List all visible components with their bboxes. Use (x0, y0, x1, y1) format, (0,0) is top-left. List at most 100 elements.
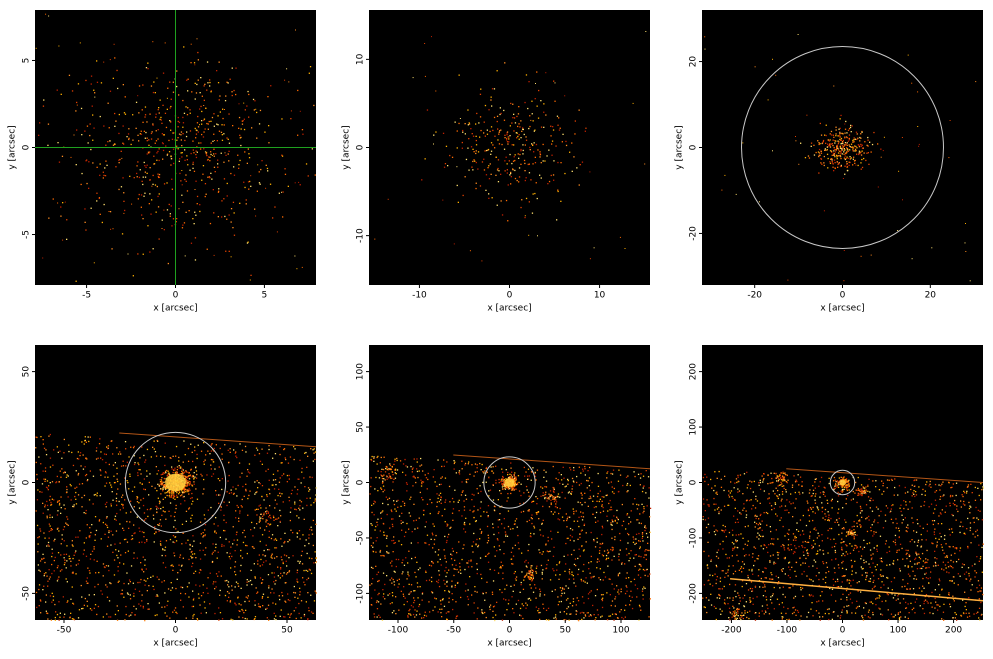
pixel (54, 556, 56, 559)
pixel (91, 609, 93, 611)
pixel (166, 475, 168, 477)
pixel (430, 576, 433, 579)
pixel (601, 496, 603, 498)
pixel (532, 144, 534, 146)
pixel (853, 150, 855, 152)
pixel (371, 455, 373, 458)
pixel (624, 592, 627, 595)
pixel (213, 113, 215, 115)
pixel (108, 569, 110, 572)
pixel (241, 472, 243, 474)
pixel (639, 484, 641, 486)
pixel (298, 530, 301, 532)
pixel (527, 468, 530, 470)
pixel (50, 529, 52, 532)
pixel (553, 500, 556, 503)
pixel (441, 616, 443, 618)
pixel (143, 478, 145, 480)
pixel (444, 583, 446, 585)
pixel (63, 557, 65, 559)
pixel (849, 145, 851, 147)
pixel (559, 507, 561, 510)
pixel (614, 520, 616, 522)
pixel (308, 610, 310, 612)
pixel (156, 439, 158, 442)
pixel (86, 182, 88, 185)
pixel (203, 118, 206, 120)
pixel (382, 485, 385, 487)
pixel (606, 557, 608, 560)
pixel (301, 266, 303, 268)
pixel (453, 568, 455, 570)
pixel (832, 152, 835, 154)
pixel (240, 549, 242, 552)
pixel (79, 452, 82, 454)
pixel (120, 150, 122, 152)
pixel (187, 164, 189, 166)
pixel (292, 532, 294, 534)
pixel (835, 154, 838, 156)
pixel (583, 602, 585, 604)
pixel (625, 548, 628, 550)
pixel (772, 58, 773, 60)
pixel (539, 588, 541, 590)
pixel (275, 615, 277, 617)
pixel (641, 532, 644, 534)
pixel (186, 155, 188, 157)
pixel (152, 585, 154, 587)
pixel (196, 151, 198, 153)
pixel (820, 158, 823, 160)
pixel (232, 493, 235, 495)
pixel (535, 587, 537, 589)
pixel (556, 507, 558, 509)
pixel (567, 516, 569, 518)
pixel (487, 505, 490, 507)
pixel (141, 531, 143, 533)
pixel (370, 604, 372, 606)
pixel (48, 217, 50, 219)
pixel (187, 482, 189, 484)
pixel (169, 457, 171, 459)
pixel (400, 590, 402, 592)
pixel (193, 540, 195, 542)
pixel (199, 204, 201, 206)
pixel (532, 500, 535, 502)
pixel (42, 502, 44, 504)
pixel (75, 573, 77, 575)
pixel (406, 490, 408, 492)
pixel (219, 494, 221, 496)
pixel (155, 531, 157, 533)
pixel (511, 476, 514, 478)
pixel (575, 610, 577, 612)
pixel (490, 173, 492, 175)
pixel (191, 476, 193, 478)
pixel (184, 149, 186, 151)
pixel (507, 603, 510, 605)
pixel (622, 618, 625, 620)
pixel (245, 544, 247, 547)
pixel (153, 588, 155, 591)
pixel (602, 510, 605, 512)
pixel (840, 139, 842, 141)
pixel (143, 531, 145, 534)
pixel (241, 557, 244, 559)
pixel (306, 466, 308, 468)
pixel (273, 618, 276, 620)
pixel (474, 520, 477, 523)
pixel (256, 523, 258, 525)
pixel (571, 529, 574, 531)
pixel (188, 484, 190, 486)
pixel (315, 592, 317, 594)
pixel (407, 616, 409, 618)
pixel (46, 480, 49, 482)
pixel (620, 609, 622, 611)
pixel (284, 532, 286, 534)
pixel (310, 572, 313, 575)
pixel (37, 564, 39, 566)
pixel (556, 569, 558, 571)
pixel (415, 519, 417, 521)
pixel (499, 567, 501, 569)
y-tick-label: 5 (22, 58, 32, 64)
pixel (89, 123, 91, 125)
pixel (232, 227, 234, 229)
